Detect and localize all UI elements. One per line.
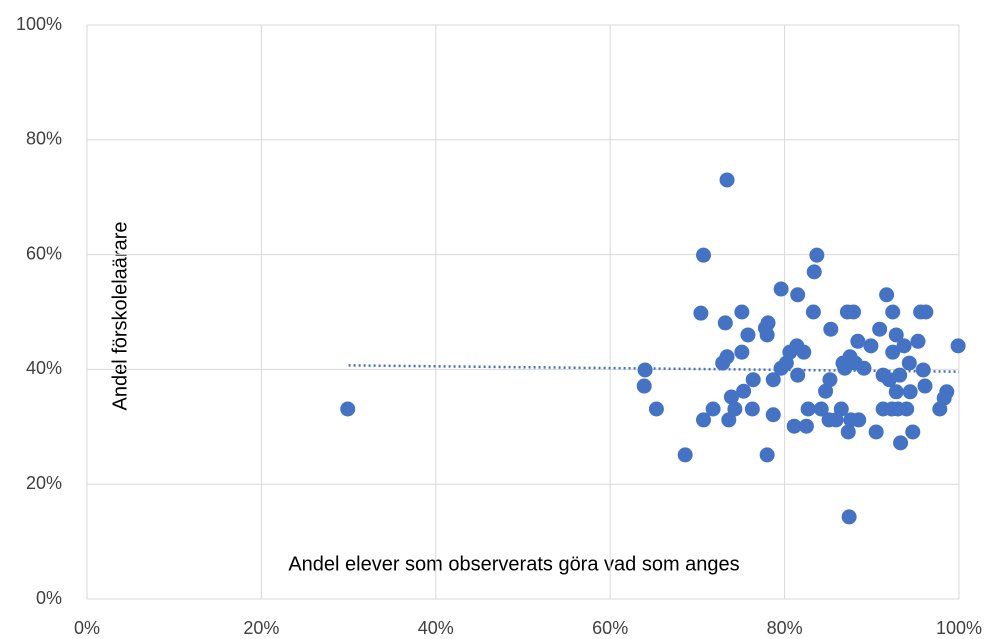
point	[765, 372, 781, 388]
point	[823, 321, 839, 337]
y-axis-label: Andel förskolelaärare	[109, 222, 131, 411]
point	[845, 304, 861, 320]
y-tick-label: 80%	[26, 129, 62, 149]
x-tick-label: 100%	[936, 618, 982, 638]
point	[892, 367, 908, 383]
point	[719, 172, 735, 188]
point	[905, 424, 921, 440]
x-tick-label: 0%	[74, 618, 100, 638]
point	[734, 344, 750, 360]
point	[841, 509, 857, 525]
point	[800, 401, 816, 417]
point	[765, 407, 781, 423]
point	[744, 401, 760, 417]
point	[833, 401, 849, 417]
point	[915, 362, 931, 378]
point	[899, 401, 915, 417]
point	[822, 372, 838, 388]
x-tick-label: 20%	[243, 618, 279, 638]
point	[917, 378, 933, 394]
point	[790, 287, 806, 303]
point	[950, 338, 966, 354]
point	[888, 384, 904, 400]
point	[813, 401, 829, 417]
point	[910, 333, 926, 349]
point	[717, 315, 733, 331]
y-tick-label: 20%	[26, 473, 62, 493]
x-tick-label: 60%	[592, 618, 628, 638]
point	[677, 447, 693, 463]
point	[773, 281, 789, 297]
point	[705, 401, 721, 417]
point	[734, 304, 750, 320]
point	[745, 372, 761, 388]
point	[721, 412, 737, 428]
point	[786, 418, 802, 434]
point	[696, 247, 712, 263]
point	[885, 344, 901, 360]
x-tick-label: 40%	[418, 618, 454, 638]
y-tick-label: 60%	[26, 243, 62, 263]
point	[740, 327, 756, 343]
point	[759, 447, 775, 463]
point	[759, 327, 775, 343]
y-tick-label: 0%	[36, 588, 62, 608]
point	[637, 362, 653, 378]
point	[340, 401, 356, 417]
point	[918, 304, 934, 320]
point	[850, 333, 866, 349]
point	[693, 305, 709, 321]
point	[696, 412, 712, 428]
point	[636, 378, 652, 394]
point	[723, 389, 739, 405]
x-axis-label: Andel elever som observerats göra vad so…	[288, 553, 739, 575]
y-tick-label: 40%	[26, 358, 62, 378]
point	[727, 401, 743, 417]
point	[863, 338, 879, 354]
point	[872, 321, 888, 337]
point	[939, 384, 955, 400]
point	[856, 360, 872, 376]
point	[851, 412, 867, 428]
point	[798, 418, 814, 434]
point	[888, 327, 904, 343]
point	[806, 264, 822, 280]
trendline	[348, 364, 960, 373]
point	[885, 304, 901, 320]
y-tick-label: 100%	[16, 14, 62, 34]
point	[901, 355, 917, 371]
point	[736, 383, 752, 399]
point	[818, 383, 834, 399]
point	[648, 401, 664, 417]
point	[879, 287, 895, 303]
x-tick-label: 80%	[767, 618, 803, 638]
point	[760, 315, 776, 331]
point	[805, 304, 821, 320]
point	[896, 338, 912, 354]
point	[809, 247, 825, 263]
point	[893, 435, 909, 451]
point	[719, 349, 735, 365]
point	[902, 384, 918, 400]
point	[796, 344, 812, 360]
point	[790, 367, 806, 383]
point	[868, 424, 884, 440]
point	[840, 424, 856, 440]
